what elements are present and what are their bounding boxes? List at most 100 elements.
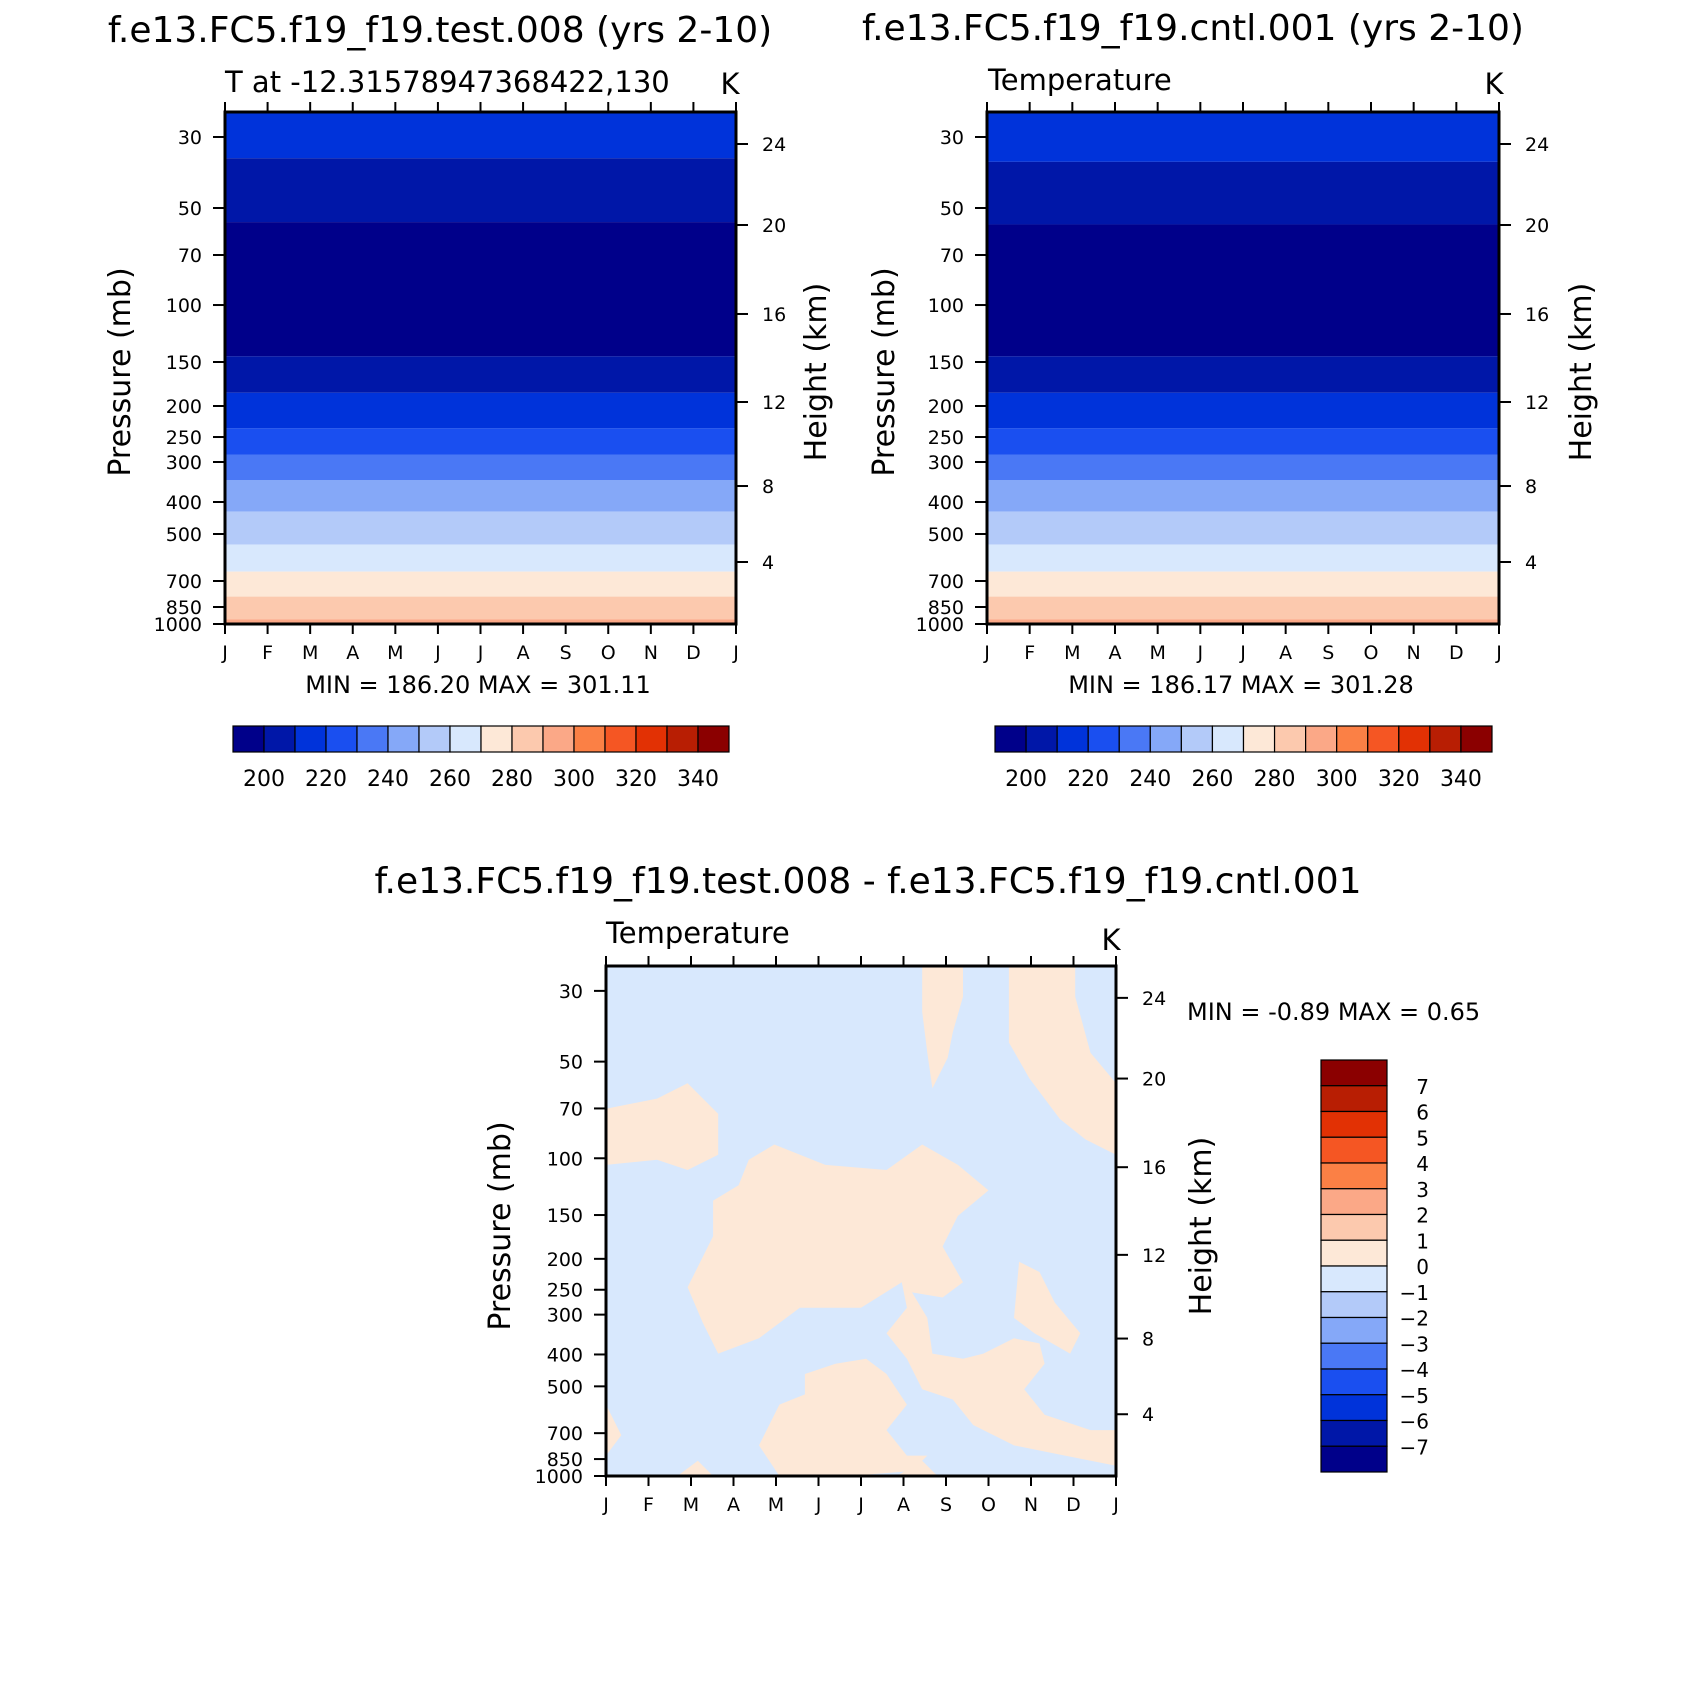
contour-region	[1008, 966, 1116, 1155]
contour-band	[225, 479, 736, 512]
axes: J F M A M J J A S O N D J 30 50 70 100 150 200 250 300 400 500…	[154, 102, 786, 664]
y2-axis-label: Height (km)	[1184, 1137, 1219, 1316]
panel-subtitle: T at -12.31578947368422,130	[224, 65, 670, 99]
x-tick-label: A	[1109, 642, 1122, 664]
x-tick-label: A	[517, 642, 530, 664]
contour-region	[606, 1404, 622, 1456]
x-tick-label: J	[477, 642, 484, 664]
y2-tick-label: 4	[1525, 552, 1537, 574]
colorbar-label: −4	[1400, 1358, 1429, 1382]
y-tick-label: 500	[928, 524, 964, 546]
axes: J F M A M J J A S O N D J 30 50 70 100 150 200 250 300 400 500…	[535, 956, 1166, 1516]
colorbar-box	[1320, 1136, 1388, 1164]
y-tick-label: 150	[928, 352, 964, 374]
y-tick-label: 850	[928, 597, 964, 619]
y2-tick-label: 16	[1142, 1157, 1166, 1179]
contour-band	[225, 619, 736, 624]
colorbar-label: 320	[1378, 767, 1420, 792]
contour-band	[987, 479, 1499, 512]
y-tick-label: 400	[166, 492, 202, 514]
colorbar-box	[1429, 725, 1462, 753]
y-tick-label: 1000	[916, 614, 964, 636]
colorbar-box	[387, 725, 420, 753]
y-tick-label: 500	[547, 1376, 583, 1398]
x-tick-label: O	[601, 642, 616, 664]
colorbar-box	[1273, 725, 1307, 753]
axes: J F M A M J J A S O N D J 30 50 70 100 150 200 250 300 400 500…	[916, 102, 1549, 664]
colorbar-label: 220	[305, 767, 347, 792]
x-tick-label: J	[221, 642, 228, 664]
y-tick-label: 300	[166, 452, 202, 474]
y2-tick-label: 24	[1525, 134, 1549, 156]
y2-tick-label: 24	[762, 134, 786, 156]
contour-band	[987, 544, 1499, 572]
y-tick-label: 850	[547, 1449, 583, 1471]
colorbar-box	[1320, 1291, 1388, 1319]
x-tick-label: D	[1449, 642, 1464, 664]
contour-band	[225, 511, 736, 545]
colorbar-box	[1320, 1162, 1388, 1190]
colorbar-label: 240	[367, 767, 409, 792]
y-tick-label: 850	[166, 597, 202, 619]
contour-region	[606, 1083, 719, 1170]
colorbar-box	[1149, 725, 1182, 753]
y2-tick-label: 20	[1142, 1069, 1166, 1091]
x-tick-label: J	[1495, 642, 1502, 664]
contour-band	[225, 158, 736, 223]
panel-test: f.e13.FC5.f19_f19.test.008 (yrs 2-10) T …	[103, 10, 834, 792]
colorbar-box	[697, 725, 730, 753]
colorbar-label: 240	[1129, 767, 1171, 792]
x-tick-label: A	[897, 1494, 910, 1516]
y-tick-label: 100	[928, 295, 964, 317]
colorbar-box	[1056, 725, 1089, 753]
colorbar-box	[511, 725, 544, 753]
colorbar-box	[1087, 725, 1120, 753]
colorbar-box	[1320, 1368, 1388, 1396]
x-tick-label: J	[602, 1494, 609, 1516]
x-tick-label: F	[643, 1494, 654, 1516]
colorbar-box	[1211, 725, 1245, 753]
plot-area	[987, 112, 1499, 624]
colorbar-label: 300	[553, 767, 595, 792]
panel-difference: f.e13.FC5.f19_f19.test.008 - f.e13.FC5.f…	[374, 861, 1480, 1516]
colorbar-box	[1180, 725, 1214, 753]
y-tick-label: 30	[178, 127, 202, 149]
units-label: K	[1484, 67, 1504, 101]
y-tick-label: 1000	[154, 614, 202, 636]
colorbar-box	[542, 725, 575, 753]
contour-band	[987, 454, 1499, 480]
units-label: K	[1101, 923, 1121, 957]
colorbar-box	[666, 725, 699, 753]
x-tick-label: F	[262, 642, 273, 664]
y-axis-label: Pressure (mb)	[483, 1121, 518, 1330]
y-tick-label: 50	[940, 198, 964, 220]
colorbar-label: 6	[1416, 1101, 1429, 1125]
y-tick-label: 150	[547, 1205, 583, 1227]
y-tick-label: 400	[928, 492, 964, 514]
contour-band	[987, 112, 1499, 162]
y-axis-label: Pressure (mb)	[103, 267, 138, 476]
panel-title: f.e13.FC5.f19_f19.cntl.001 (yrs 2-10)	[862, 8, 1524, 49]
min-max-stats: MIN = 186.17 MAX = 301.28	[1068, 671, 1414, 699]
x-tick-label: J	[1239, 642, 1246, 664]
x-tick-label: F	[1024, 642, 1035, 664]
y-tick-label: 70	[940, 245, 964, 267]
y-tick-label: 250	[928, 427, 964, 449]
y-tick-label: 30	[559, 981, 583, 1003]
min-max-stats: MIN = -0.89 MAX = 0.65	[1187, 998, 1480, 1026]
x-tick-label: N	[1024, 1494, 1038, 1516]
colorbar-label: 280	[1254, 767, 1296, 792]
y-tick-label: 400	[547, 1344, 583, 1366]
colorbar-label: −1	[1400, 1281, 1429, 1305]
y2-axis-label: Height (km)	[799, 283, 834, 462]
colorbar-box	[1398, 725, 1431, 753]
colorbar-label: 200	[1005, 767, 1047, 792]
plot-area	[606, 966, 1116, 1476]
y-tick-label: 200	[166, 396, 202, 418]
contour-region	[896, 1460, 938, 1476]
y2-tick-label: 16	[762, 304, 786, 326]
contour-region	[687, 1144, 1116, 1466]
x-tick-label: M	[768, 1494, 784, 1516]
